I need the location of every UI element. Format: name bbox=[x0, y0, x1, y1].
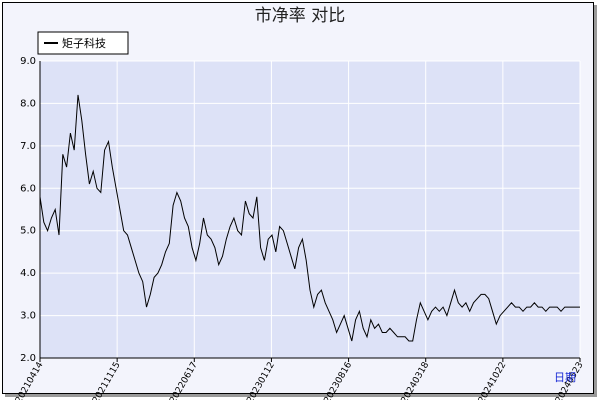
x-tick-label: 20220617 bbox=[168, 361, 200, 400]
x-tick-label: 20241022 bbox=[477, 361, 509, 400]
y-tick-label: 3.0 bbox=[20, 311, 36, 322]
y-tick-label: 4.0 bbox=[20, 268, 36, 279]
x-tick-label: 20211115 bbox=[91, 361, 123, 400]
x-tick-label: 20230816 bbox=[323, 360, 355, 400]
legend-label: 矩子科技 bbox=[62, 36, 106, 50]
chart-title: 市净率 对比 bbox=[255, 6, 345, 26]
y-tick-label: 8.0 bbox=[20, 98, 36, 109]
legend[interactable]: 矩子科技 bbox=[37, 31, 129, 55]
legend-box bbox=[37, 31, 129, 55]
y-tick-label: 5.0 bbox=[20, 226, 36, 237]
y-tick-label: 2.0 bbox=[20, 353, 36, 364]
plot-area bbox=[40, 61, 580, 358]
series-layer bbox=[39, 94, 580, 342]
y-tick-label: 9.0 bbox=[20, 56, 36, 67]
y-axis-ticks: 2.0 3.0 4.0 5.0 6.0 7.0 8.0 9.0 bbox=[20, 56, 36, 364]
series-line-矩子科技 bbox=[39, 94, 580, 342]
x-axis-ticks: 20210414 20211115 20220617 20230112 20230816… bbox=[14, 358, 586, 400]
x-tick-label: 20230112 bbox=[245, 361, 277, 400]
y-tick-label: 6.0 bbox=[20, 183, 36, 194]
x-tick-label: 20210414 bbox=[14, 360, 46, 400]
axes bbox=[39, 61, 580, 359]
x-axis-label: 日期 bbox=[554, 371, 576, 384]
x-tick-label: 20240318 bbox=[400, 360, 432, 400]
y-tick-label: 7.0 bbox=[20, 141, 36, 152]
